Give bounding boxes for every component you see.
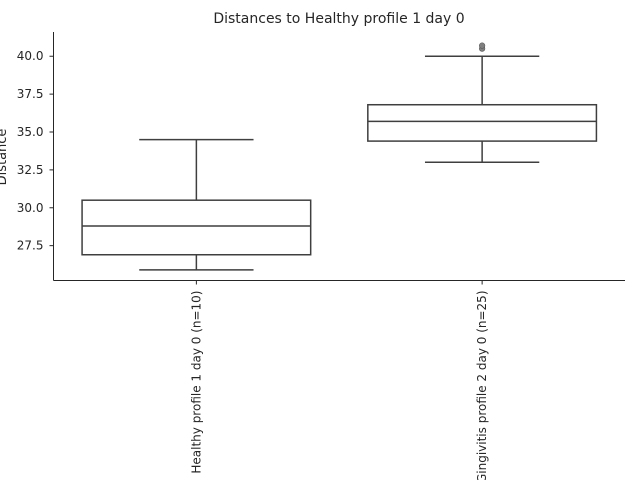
chart-title: Distances to Healthy profile 1 day 0 [213,11,464,27]
x-tick-label: Gingivitis profile 2 day 0 (n=25) [475,291,489,480]
x-tick-label: Healthy profile 1 day 0 (n=10) [189,291,203,474]
box-iqr [81,199,312,256]
y-tick-label: 30.0 [17,201,44,215]
outlier-point [479,42,486,49]
y-tick-label: 37.5 [17,87,44,101]
y-tick-label: 35.0 [17,125,44,139]
box-group [81,42,598,271]
y-axis-label: Distance [0,129,10,186]
y-tick-label: 27.5 [17,239,44,253]
y-tick-group: 27.5 30.0 32.5 35.0 37.5 40.0 [17,49,54,253]
box-series-1 [367,42,598,164]
x-tick-group: Healthy profile 1 day 0 (n=10) Gingivitis… [189,280,489,480]
y-tick-label: 40.0 [17,49,44,63]
box-series-0 [81,138,312,271]
y-tick-label: 32.5 [17,163,44,177]
box-iqr [367,103,598,142]
